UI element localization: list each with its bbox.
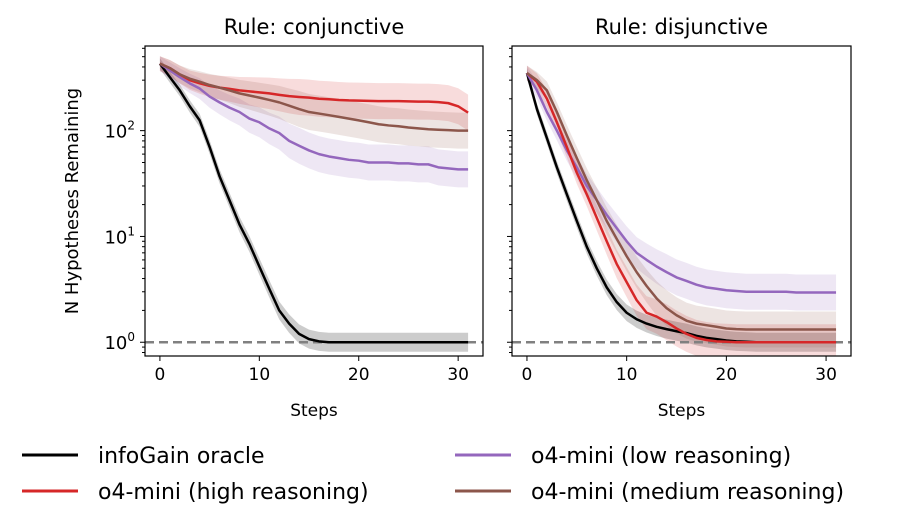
axes-frame (511, 45, 852, 357)
legend-item: infoGain oracle (22, 444, 265, 469)
panel-title: Rule: disjunctive (595, 15, 768, 39)
series-line-o4-mini-medium-reasoning- (526, 72, 837, 331)
panel-title: Rule: conjunctive (224, 15, 405, 39)
y-tick-base: 10 (104, 122, 127, 143)
band-o4-mini-low-reasoning- (159, 56, 469, 188)
x-tick-label: 20 (716, 365, 738, 385)
x-tick-label: 0 (522, 365, 533, 385)
panel-disjunctive: Rule: disjunctive 0 10 20 30 Steps (507, 15, 852, 421)
legend-label: o4-mini (high reasoning) (98, 480, 369, 505)
x-axis-label: Steps (658, 401, 706, 421)
series-line-infogain-oracle (158, 62, 469, 344)
x-tick-label: 30 (815, 365, 837, 385)
axes-frame (144, 45, 484, 357)
y-tick-label: 100 (104, 330, 135, 354)
y-tick-label: 102 (104, 119, 135, 143)
x-tick-label: 0 (154, 365, 165, 385)
band-o4-mini-high-reasoning- (159, 56, 469, 131)
plot-area (145, 56, 483, 352)
band-o4-mini-high-reasoning- (526, 65, 837, 356)
legend: infoGain oracle o4-mini (low reasoning) o4… (22, 444, 844, 505)
x-axis-label: Steps (290, 401, 338, 421)
x-tick-label: 10 (249, 365, 271, 385)
y-tick-label: 101 (104, 224, 135, 248)
x-tick-label: 20 (348, 365, 370, 385)
legend-label: o4-mini (low reasoning) (531, 444, 791, 469)
legend-item: o4-mini (medium reasoning) (455, 480, 844, 505)
series-line-o4-mini-medium-reasoning- (159, 62, 469, 132)
y-axis-label: N Hypotheses Remaining (62, 88, 83, 315)
y-tick-base: 10 (104, 227, 127, 248)
x-tick-label: 10 (616, 365, 638, 385)
plot-area (512, 65, 851, 356)
legend-label: infoGain oracle (98, 444, 265, 469)
y-tick-exponent: 1 (127, 224, 135, 238)
legend-item: o4-mini (high reasoning) (22, 480, 369, 505)
legend-item: o4-mini (low reasoning) (455, 444, 791, 469)
y-tick-exponent: 0 (127, 330, 135, 344)
series-line-o4-mini-low-reasoning- (159, 62, 469, 171)
x-tick-label: 30 (447, 365, 469, 385)
series-line-o4-mini-high-reasoning- (526, 72, 837, 344)
series-line-o4-mini-low-reasoning- (525, 72, 837, 294)
y-tick-base: 10 (104, 333, 127, 354)
y-tick-exponent: 2 (127, 119, 135, 133)
band-o4-mini-medium-reasoning- (526, 65, 837, 348)
legend-label: o4-mini (medium reasoning) (531, 480, 844, 505)
band-o4-mini-low-reasoning- (526, 65, 837, 311)
